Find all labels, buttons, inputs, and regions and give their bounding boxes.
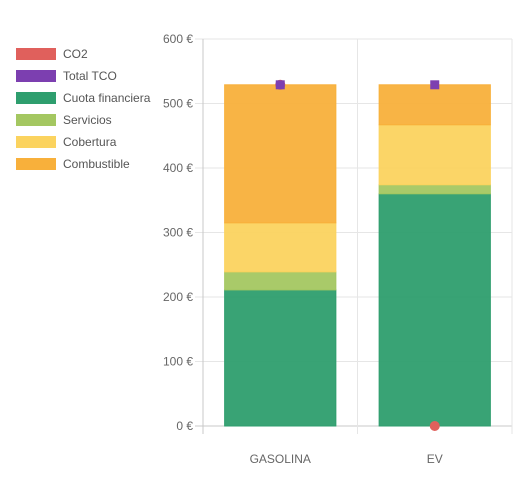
legend-label-combustible: Combustible <box>63 157 130 171</box>
legend-swatch-total-tco <box>16 70 56 82</box>
legend-swatch-co2 <box>16 48 56 60</box>
marker-total-tco-gasolina <box>275 80 285 90</box>
y-tick-label: 300 € <box>163 226 193 240</box>
legend-label-co2: CO2 <box>63 47 88 61</box>
legend-label-cuota-financiera: Cuota financiera <box>63 91 151 105</box>
bar-cobertura-gasolina <box>224 222 337 273</box>
legend-swatch-cobertura <box>16 136 56 148</box>
bar-servicios-ev <box>378 184 491 195</box>
bar-cuota-financiera-ev <box>378 193 491 427</box>
x-tick-label: GASOLINA <box>250 452 311 466</box>
y-tick-label: 100 € <box>163 355 193 369</box>
bar-combustible-gasolina <box>224 84 337 224</box>
marker-co2-ev <box>429 421 440 431</box>
legend-label-cobertura: Cobertura <box>63 135 117 149</box>
x-tick-label: EV <box>427 452 443 466</box>
y-tick-label: 200 € <box>163 290 193 304</box>
legend-swatch-cuota-financiera <box>16 92 56 104</box>
bar-cobertura-ev <box>378 124 491 186</box>
y-tick-label: 500 € <box>163 97 193 111</box>
legend-label-total-tco: Total TCO <box>63 69 117 83</box>
y-tick-label: 600 € <box>163 32 193 46</box>
legend-label-servicios: Servicios <box>63 113 112 127</box>
bar-combustible-ev <box>378 84 491 126</box>
legend-swatch-servicios <box>16 114 56 126</box>
legend-swatch-combustible <box>16 158 56 170</box>
bar-cuota-financiera-gasolina <box>224 289 337 427</box>
y-tick-label: 0 € <box>176 419 193 433</box>
bar-servicios-gasolina <box>224 271 337 291</box>
marker-total-tco-ev <box>430 80 440 90</box>
y-tick-label: 400 € <box>163 161 193 175</box>
